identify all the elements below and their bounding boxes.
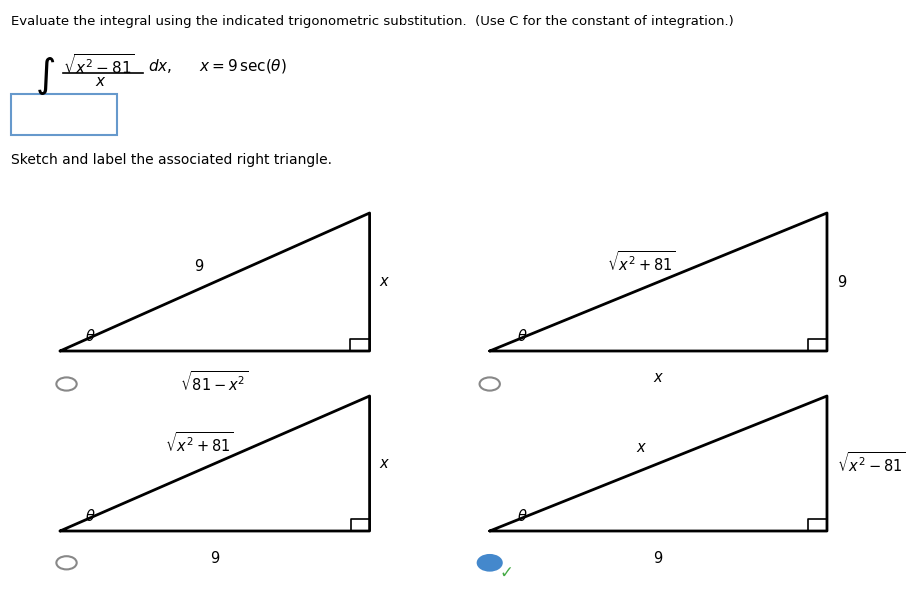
Text: Evaluate the integral using the indicated trigonometric substitution.  (Use C fo: Evaluate the integral using the indicate… (11, 15, 734, 28)
Text: $\theta$: $\theta$ (85, 508, 95, 524)
Text: $x$: $x$ (379, 275, 390, 289)
Text: $\sqrt{x^2-81}$: $\sqrt{x^2-81}$ (63, 53, 135, 77)
Text: $\int$: $\int$ (35, 55, 55, 97)
Circle shape (478, 555, 502, 571)
Text: $\theta$: $\theta$ (85, 328, 95, 344)
Text: Sketch and label the associated right triangle.: Sketch and label the associated right tr… (11, 153, 332, 167)
Text: $9$: $9$ (653, 550, 663, 566)
Text: $\theta$: $\theta$ (517, 328, 528, 344)
Text: $x = 9\,\mathrm{sec}(\theta)$: $x = 9\,\mathrm{sec}(\theta)$ (199, 57, 286, 75)
Text: $x$: $x$ (652, 370, 664, 385)
Text: $dx,$: $dx,$ (148, 57, 172, 75)
Text: $\sqrt{x^2+81}$: $\sqrt{x^2+81}$ (165, 431, 234, 455)
Text: $\sqrt{x^2-81}$: $\sqrt{x^2-81}$ (837, 452, 906, 475)
Text: $\sqrt{x^2+81}$: $\sqrt{x^2+81}$ (607, 250, 675, 274)
Text: ✓: ✓ (500, 564, 514, 582)
Text: $x$: $x$ (379, 456, 390, 471)
FancyBboxPatch shape (11, 94, 117, 135)
Text: $9$: $9$ (210, 550, 220, 566)
Text: $9$: $9$ (837, 274, 847, 290)
Text: $\sqrt{81-x^2}$: $\sqrt{81-x^2}$ (180, 370, 249, 394)
Text: $x$: $x$ (636, 440, 647, 455)
Text: $x$: $x$ (95, 74, 106, 89)
Text: $\theta$: $\theta$ (517, 508, 528, 524)
Text: $9$: $9$ (194, 258, 204, 274)
